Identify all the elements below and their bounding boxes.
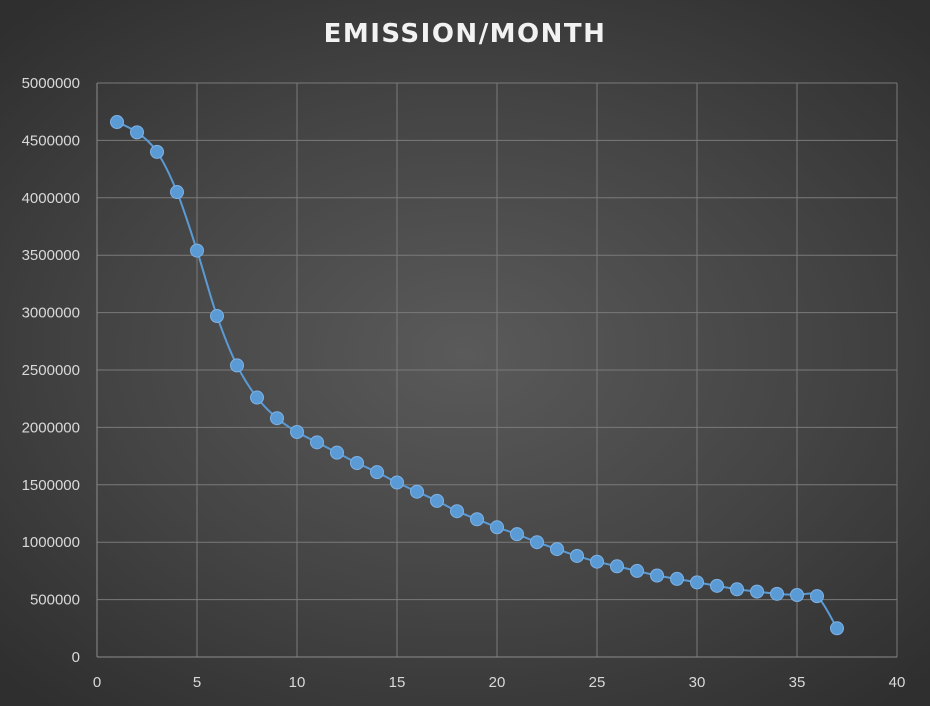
data-point: [210, 309, 224, 324]
data-point: [590, 554, 604, 569]
data-point: [470, 512, 484, 527]
y-tick-label: 3000000: [22, 305, 80, 322]
y-tick-label: 500000: [30, 592, 80, 609]
y-tick-label: 5000000: [22, 75, 80, 92]
x-tick-label: 15: [389, 674, 406, 691]
data-point: [110, 115, 124, 130]
data-point: [170, 185, 184, 200]
data-point: [690, 575, 704, 590]
x-tick-label: 30: [689, 674, 706, 691]
data-point: [250, 390, 264, 405]
data-point: [830, 621, 844, 636]
data-point: [230, 358, 244, 373]
data-point: [350, 455, 364, 470]
data-point: [330, 445, 344, 460]
data-point: [650, 568, 664, 583]
data-point: [490, 520, 504, 535]
data-point: [130, 125, 144, 140]
y-tick-label: 2000000: [22, 419, 80, 436]
data-point: [530, 535, 544, 550]
x-tick-label: 25: [589, 674, 606, 691]
data-point: [770, 586, 784, 601]
chart-title: EMISSION/MONTH: [323, 19, 607, 49]
data-point: [410, 484, 424, 499]
data-point: [790, 588, 804, 603]
data-point: [730, 582, 744, 597]
y-tick-label: 4500000: [22, 132, 80, 149]
x-tick-label: 0: [93, 674, 101, 691]
y-tick-label: 1500000: [22, 477, 80, 494]
data-point: [670, 571, 684, 586]
data-point: [810, 589, 824, 604]
data-point: [570, 548, 584, 563]
x-tick-label: 10: [289, 674, 306, 691]
data-point: [450, 504, 464, 519]
x-tick-label: 5: [193, 674, 201, 691]
x-tick-label: 20: [489, 674, 506, 691]
y-tick-label: 4000000: [22, 190, 80, 207]
data-point: [310, 435, 324, 450]
data-point: [270, 411, 284, 426]
data-point: [150, 144, 164, 159]
data-point: [550, 542, 564, 557]
data-point: [430, 493, 444, 508]
y-tick-label: 2500000: [22, 362, 80, 379]
data-point: [610, 559, 624, 574]
data-point: [630, 563, 644, 578]
x-tick-label: 40: [889, 674, 906, 691]
data-point: [370, 465, 384, 480]
data-point: [750, 584, 764, 599]
data-point: [510, 527, 524, 542]
y-tick-label: 1000000: [22, 534, 80, 551]
y-tick-label: 3500000: [22, 247, 80, 264]
y-tick-label: 0: [72, 649, 80, 666]
data-point: [190, 243, 204, 258]
x-tick-label: 35: [789, 674, 806, 691]
data-point: [390, 475, 404, 490]
data-point: [290, 424, 304, 439]
data-point: [710, 578, 724, 593]
